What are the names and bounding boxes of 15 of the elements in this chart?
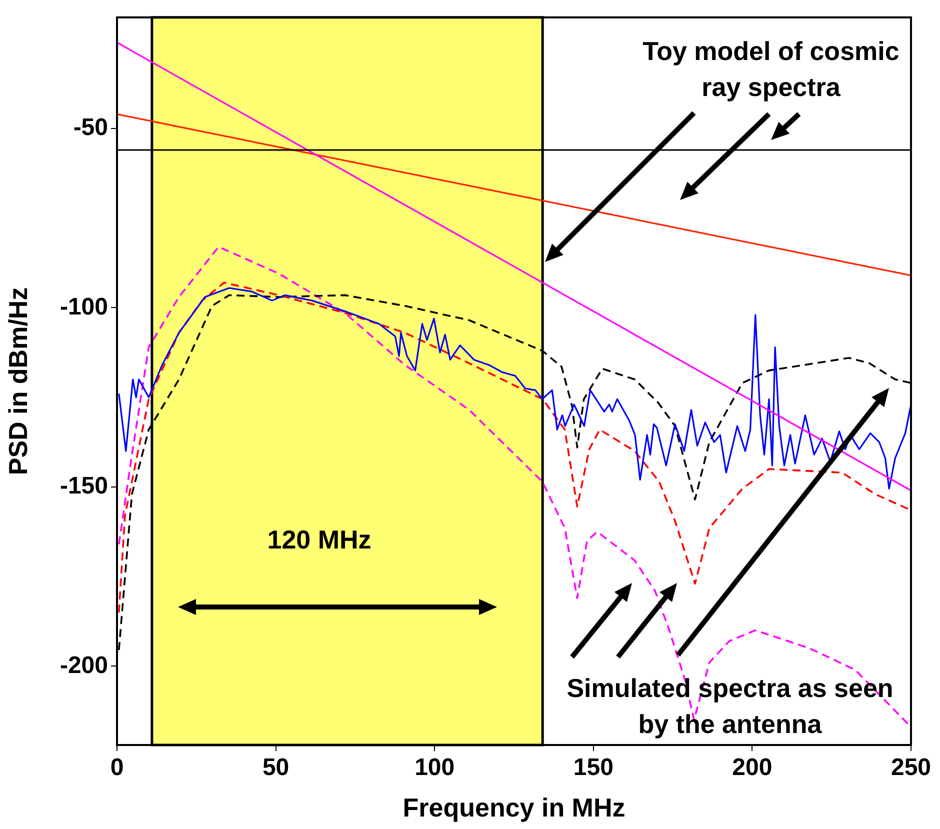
x-tick-label: 100 [414,754,455,782]
band-label: 120 MHz [267,524,372,554]
x-axis-title: Frequency in MHz [402,792,626,823]
y-tick-label: -150 [60,472,108,500]
x-tick-label: 150 [573,754,614,782]
y-tick-label: -100 [60,293,108,320]
x-tick-label: 50 [262,754,290,782]
y-tick-label: -50 [73,114,108,142]
x-tick-label: 250 [890,754,932,782]
x-tick-label: 200 [732,754,772,782]
annotation: Toy model of cosmic ray spectra [642,35,900,104]
y-axis-title: PSD in dBm/Hz [2,287,33,476]
y-tick-label: -200 [60,652,108,679]
annotation: Simulated spectra as seen by the antenna [566,672,894,741]
x-tick-label: 0 [110,754,124,782]
